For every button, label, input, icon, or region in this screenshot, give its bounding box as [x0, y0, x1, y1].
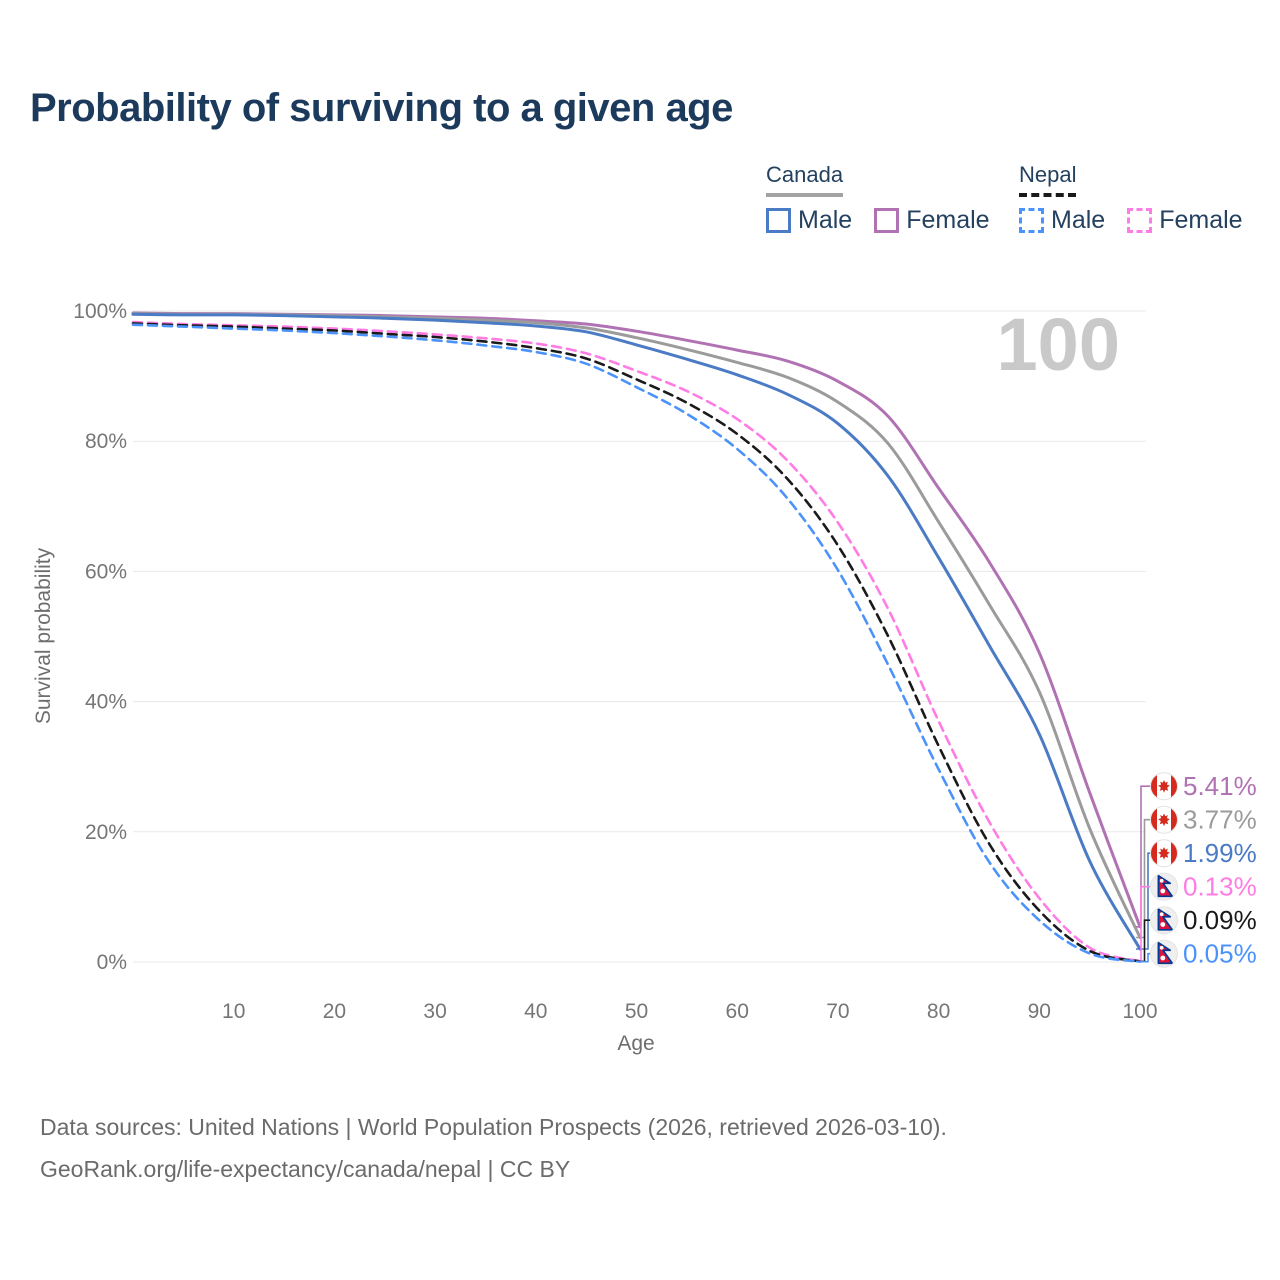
canada-male-swatch-icon [766, 208, 791, 233]
nepal-female-swatch-icon [1127, 208, 1153, 233]
end-flags [1149, 773, 1179, 969]
footer-attribution: GeoRank.org/life-expectancy/canada/nepal… [40, 1156, 571, 1182]
footer-sources: Data sources: United Nations | World Pop… [40, 1114, 947, 1140]
canada-flag-icon [1151, 773, 1178, 800]
series-line-canada-male [131, 312, 1142, 951]
legend-item-nepal-male[interactable]: Male [1019, 206, 1105, 235]
series-line-nepal-both-sexes [131, 322, 1142, 963]
series-line-nepal-male [131, 323, 1142, 963]
legend-country-canada: Canada [766, 162, 844, 197]
y-tick-label: 20% [85, 821, 127, 844]
x-tick-label: 20 [323, 1000, 346, 1023]
y-tick-label: 80% [85, 430, 127, 453]
series-line-nepal-female [131, 320, 1142, 963]
legend-label-canada-male: Male [798, 206, 853, 234]
legend-label-nepal-male: Male [1051, 206, 1106, 234]
chart-footer: Data sources: United Nations | World Pop… [40, 1106, 947, 1190]
age-indicator-watermark: 100 [997, 303, 1120, 386]
x-axis-label: Age [617, 1032, 654, 1055]
x-tick-label: 100 [1122, 1000, 1157, 1023]
x-tick-label: 60 [726, 1000, 749, 1023]
y-tick-label: 60% [85, 560, 127, 583]
x-tick-label: 40 [524, 1000, 547, 1023]
series-lines [131, 311, 1142, 963]
gridlines [133, 310, 1146, 963]
x-tick-label: 90 [1028, 1000, 1051, 1023]
y-tick-label: 0% [97, 951, 127, 974]
canada-female-swatch-icon [874, 208, 900, 233]
nepal-flag-icon [1149, 905, 1179, 935]
end-value-label-nepal-female: 0.13% [1183, 872, 1257, 902]
end-value-labels: 5.41% 3.77%1.99% 0.13%0.09% 0.05% [1183, 771, 1257, 969]
legend-item-canada-female[interactable]: Female [874, 206, 990, 235]
x-tick-label: 70 [826, 1000, 849, 1023]
end-value-label-canada-male: 1.99% [1183, 838, 1257, 868]
nepal-flag-icon [1149, 939, 1179, 969]
legend-item-canada-male[interactable]: Male [766, 206, 852, 235]
x-tick-labels: 10 20 30 40 50 60 70 80 90 100 [222, 1000, 1158, 1023]
x-tick-label: 50 [625, 1000, 648, 1023]
legend-label-nepal-female: Female [1159, 206, 1243, 234]
legend-item-nepal-female[interactable]: Female [1127, 206, 1243, 235]
canada-flag-icon [1151, 840, 1178, 867]
end-value-label-canada-female: 5.41% [1183, 771, 1257, 801]
legend-label-canada-female: Female [906, 206, 990, 234]
x-tick-label: 30 [423, 1000, 446, 1023]
end-value-label-nepal-male: 0.05% [1183, 939, 1257, 969]
page-title: Probability of surviving to a given age [30, 86, 733, 130]
end-value-label-nepal-both-sexes: 0.09% [1183, 905, 1257, 935]
nepal-male-swatch-icon [1019, 208, 1044, 233]
y-tick-labels: 0% 20% 40% 60% 80% 100% [73, 300, 127, 974]
canada-flag-icon [1151, 806, 1178, 833]
series-line-canada-female [131, 311, 1142, 929]
end-value-label-canada-both-sexes: 3.77% [1183, 805, 1257, 835]
nepal-flag-icon [1149, 872, 1179, 902]
x-tick-label: 10 [222, 1000, 245, 1023]
end-connector-nepal-male [1136, 952, 1150, 963]
end-connectors [1136, 785, 1150, 963]
x-tick-label: 80 [927, 1000, 950, 1023]
legend-group-canada: Canada Male Female [766, 162, 990, 235]
end-connector-canada-male [1136, 852, 1150, 950]
y-tick-label: 40% [85, 691, 127, 714]
legend-group-nepal: Nepal Male Female [1019, 162, 1243, 235]
legend-country-nepal: Nepal [1019, 162, 1077, 197]
y-tick-label: 100% [73, 300, 127, 323]
y-axis-label: Survival probability [32, 547, 55, 724]
end-connector-canada-female [1136, 785, 1150, 928]
